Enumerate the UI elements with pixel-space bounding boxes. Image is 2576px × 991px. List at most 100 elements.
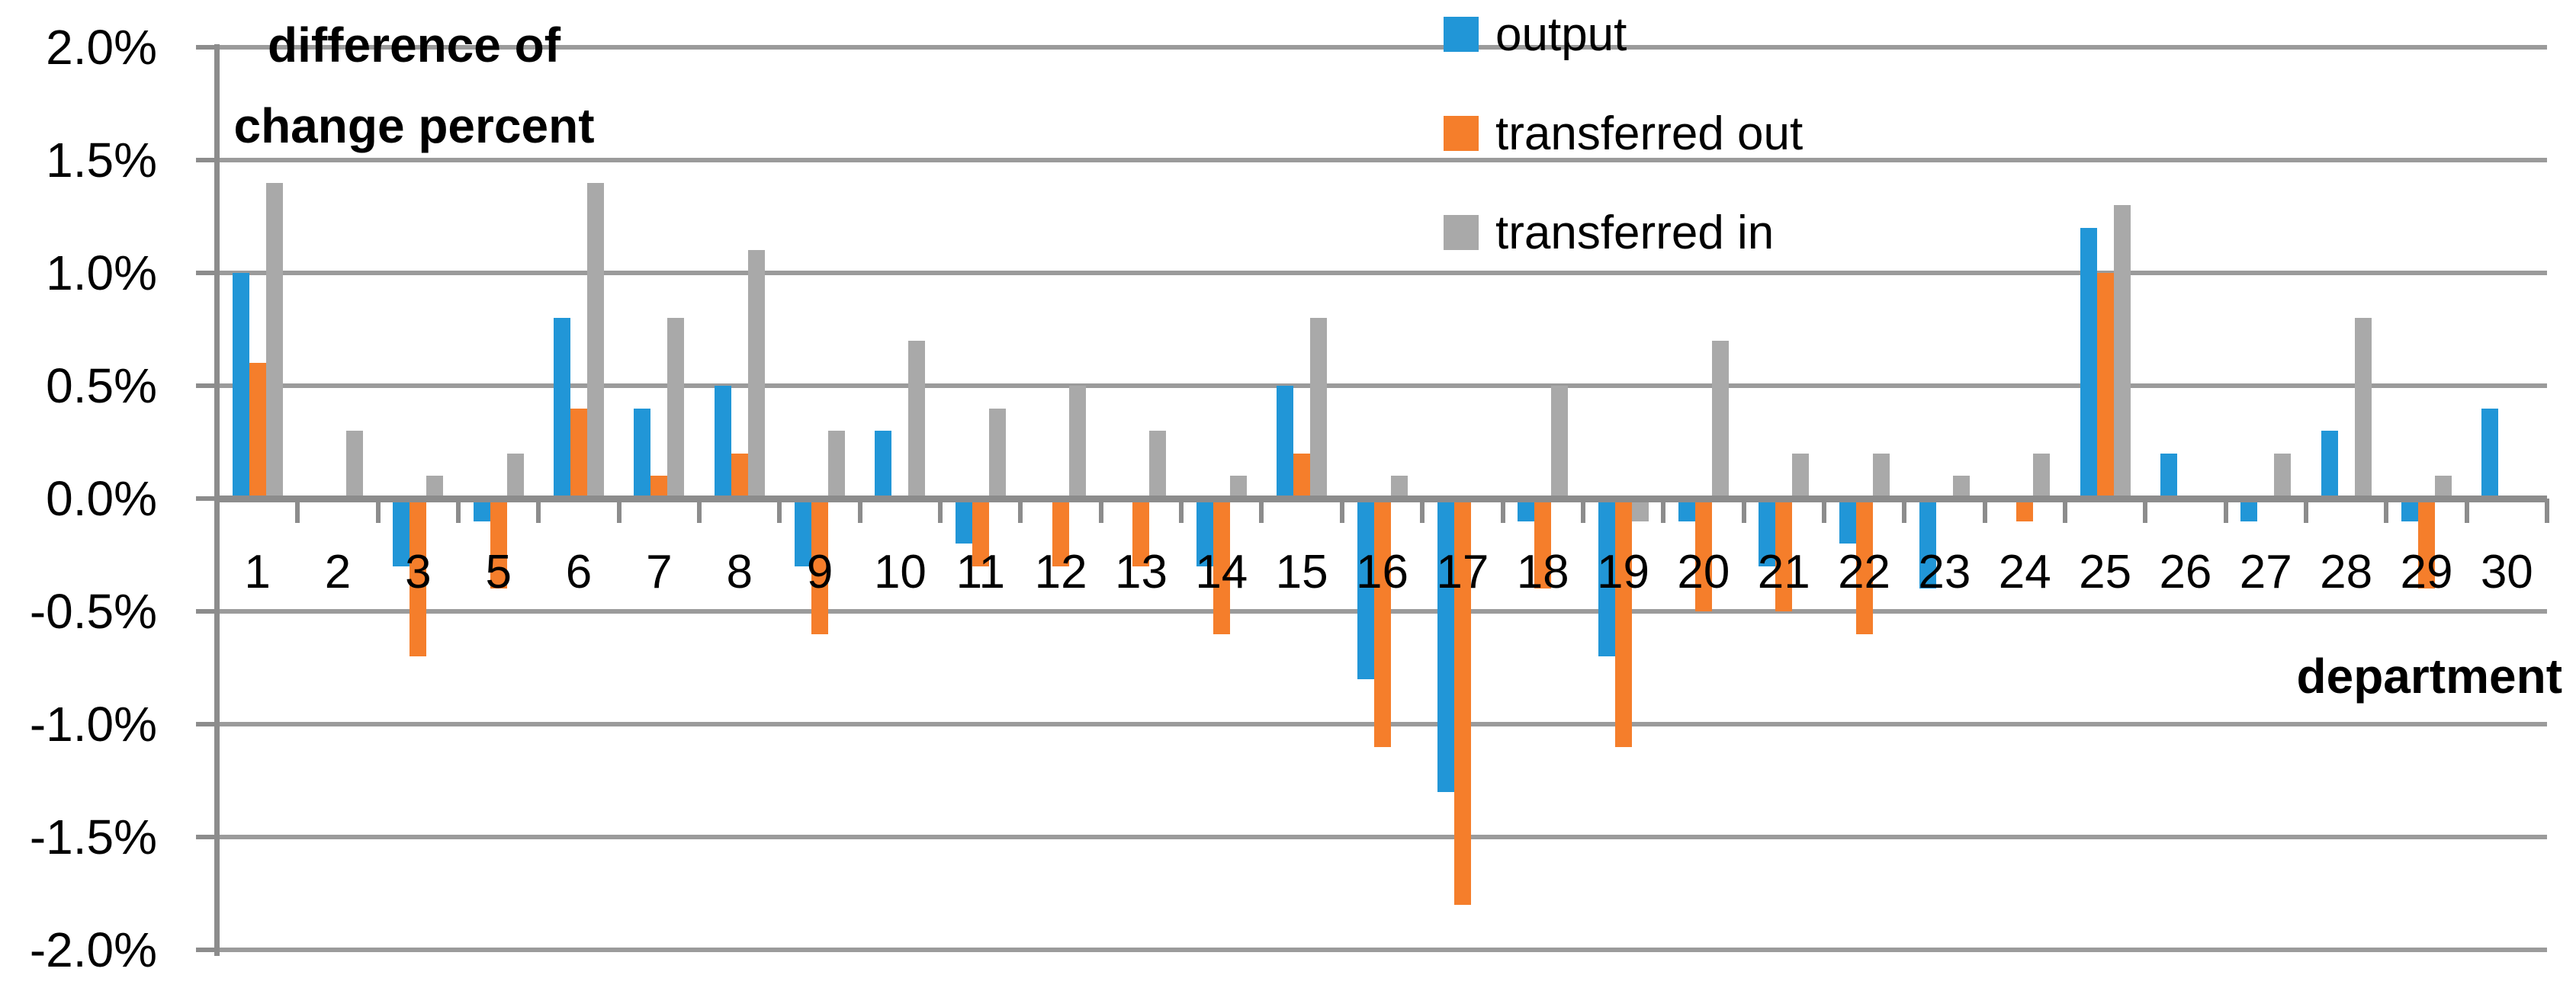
category-boundary-tick [2223, 499, 2228, 523]
bar-transferred-in-dept-2 [346, 431, 364, 499]
category-boundary-tick [1179, 499, 1184, 523]
bar-transferred-out-dept-24 [2016, 499, 2034, 521]
legend-label-output: output [1495, 8, 1627, 61]
y-axis-label: 1.0% [46, 245, 157, 300]
bar-output-dept-26 [2160, 453, 2177, 499]
x-axis-label-dept-11: 11 [956, 546, 1005, 598]
bar-transferred-out-dept-13 [1132, 499, 1150, 566]
bar-output-dept-15 [1277, 386, 1294, 499]
y-axis-label: -0.5% [29, 584, 157, 639]
bar-output-dept-11 [955, 499, 972, 544]
category-boundary-tick [2384, 499, 2389, 523]
legend-label-transferred-in: transferred in [1495, 206, 1775, 259]
bar-transferred-in-dept-18 [1551, 386, 1569, 499]
bar-transferred-in-dept-13 [1149, 431, 1167, 499]
bar-transferred-out-dept-7 [650, 476, 668, 499]
bar-transferred-out-dept-22 [1855, 499, 1873, 634]
y-axis-label: 0.5% [46, 358, 157, 413]
bar-transferred-in-dept-11 [988, 408, 1006, 499]
category-boundary-tick [1661, 499, 1666, 523]
bar-output-dept-8 [714, 386, 731, 499]
bar-transferred-out-dept-6 [570, 408, 588, 499]
x-axis-label-dept-13: 13 [1114, 546, 1168, 598]
x-axis-label-dept-18: 18 [1516, 546, 1569, 598]
bar-output-dept-29 [2401, 499, 2418, 521]
y-axis-label: 1.5% [46, 133, 157, 188]
y-axis-tick [196, 496, 217, 501]
category-boundary-tick [1821, 499, 1826, 523]
bar-transferred-in-dept-28 [2354, 318, 2372, 499]
bar-output-dept-19 [1598, 499, 1615, 657]
bar-transferred-in-dept-27 [2274, 453, 2292, 499]
x-axis-label-dept-16: 16 [1356, 546, 1408, 598]
bar-transferred-out-dept-17 [1453, 499, 1471, 905]
legend-swatch-transferred-in-icon [1444, 215, 1479, 250]
x-axis-label-dept-28: 28 [2320, 546, 2373, 598]
bar-transferred-out-dept-14 [1213, 499, 1230, 634]
x-axis-label-dept-6: 6 [565, 546, 593, 598]
category-boundary-tick [2143, 499, 2148, 523]
bar-output-dept-21 [1759, 499, 1776, 566]
y-axis-tick [196, 722, 217, 726]
y-axis-tick [196, 835, 217, 839]
bar-transferred-in-dept-7 [667, 318, 685, 499]
bar-transferred-in-dept-16 [1390, 476, 1408, 499]
gridline--2.0% [217, 948, 2547, 952]
bar-transferred-out-dept-11 [972, 499, 989, 566]
x-axis-label-dept-21: 21 [1757, 546, 1810, 598]
category-boundary-tick [456, 499, 461, 523]
bar-transferred-out-dept-19 [1614, 499, 1632, 747]
x-axis-label-dept-19: 19 [1597, 546, 1650, 598]
category-boundary-tick [1902, 499, 1907, 523]
gridline-0.5% [217, 383, 2547, 388]
legend-swatch-output-icon [1444, 17, 1479, 52]
bar-transferred-out-dept-16 [1373, 499, 1391, 747]
bar-transferred-in-dept-19 [1631, 499, 1649, 521]
bar-output-dept-9 [795, 499, 812, 566]
bar-transferred-in-dept-3 [426, 476, 444, 499]
category-boundary-tick [2062, 499, 2067, 523]
y-axis-tick [196, 609, 217, 614]
bar-transferred-out-dept-29 [2417, 499, 2435, 589]
bar-output-dept-20 [1678, 499, 1695, 521]
bar-output-dept-22 [1839, 499, 1856, 544]
bar-transferred-in-dept-15 [1310, 318, 1328, 499]
x-axis-label-dept-9: 9 [806, 546, 834, 598]
x-axis-label-dept-15: 15 [1275, 546, 1328, 598]
bar-output-dept-5 [473, 499, 490, 521]
legend-entry-output: output [1444, 8, 1803, 61]
bar-transferred-in-dept-20 [1711, 340, 1729, 499]
bar-output-dept-27 [2240, 499, 2258, 521]
bar-transferred-in-dept-24 [2033, 453, 2051, 499]
bar-output-dept-30 [2481, 408, 2499, 499]
bar-transferred-in-dept-6 [587, 182, 605, 499]
bar-transferred-out-dept-15 [1293, 453, 1311, 499]
bar-output-dept-28 [2321, 431, 2338, 499]
x-axis-label-dept-3: 3 [405, 546, 432, 598]
category-boundary-tick [2545, 499, 2549, 523]
category-boundary-tick [2303, 499, 2308, 523]
bar-transferred-out-dept-9 [811, 499, 829, 634]
bar-transferred-in-dept-12 [1069, 386, 1087, 499]
bar-transferred-out-dept-1 [249, 363, 266, 499]
bar-transferred-in-dept-9 [828, 431, 846, 499]
y-axis-tick [196, 383, 217, 388]
legend: output transferred out transferred in [1444, 8, 1803, 305]
x-axis-label-dept-23: 23 [1918, 546, 1971, 598]
x-axis-title: department [2296, 649, 2563, 704]
x-axis-label-dept-29: 29 [2400, 546, 2453, 598]
category-boundary-tick [295, 499, 300, 523]
bar-transferred-in-dept-8 [747, 250, 765, 499]
y-axis-tick [196, 158, 217, 162]
x-axis-label-dept-7: 7 [646, 546, 673, 598]
x-axis-label-dept-27: 27 [2239, 546, 2292, 598]
bar-transferred-out-dept-21 [1775, 499, 1793, 611]
bar-output-dept-18 [1518, 499, 1535, 521]
bar-transferred-in-dept-21 [1792, 453, 1810, 499]
bar-transferred-out-dept-8 [731, 453, 748, 499]
bar-transferred-out-dept-20 [1694, 499, 1712, 611]
category-boundary-tick [1420, 499, 1425, 523]
x-axis-label-dept-10: 10 [873, 546, 927, 598]
y-axis-label: 2.0% [46, 20, 157, 75]
x-axis-line [217, 496, 2547, 502]
